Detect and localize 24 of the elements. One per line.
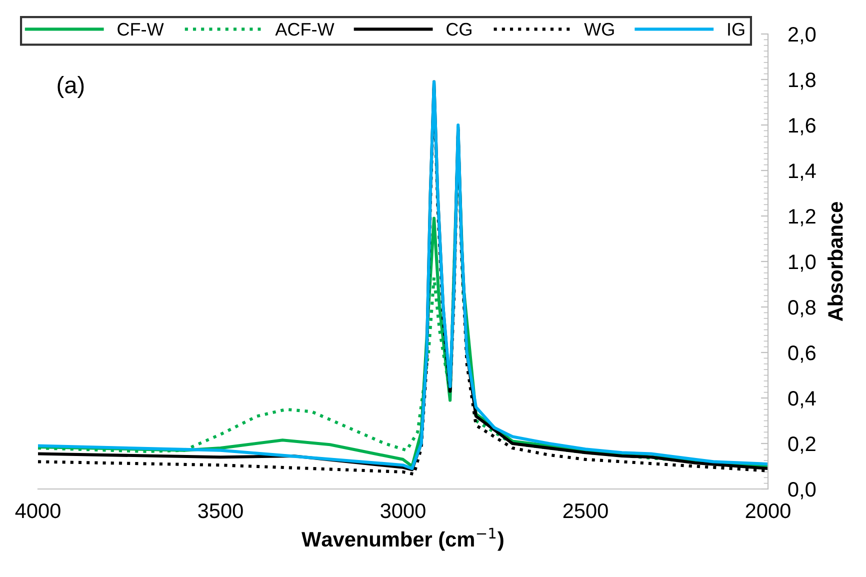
y-tick-label: 0,2 — [788, 436, 816, 454]
legend-label: WG — [584, 22, 614, 36]
y-tick-label: 1,4 — [789, 164, 816, 181]
x-tick-label: 4000 — [15, 503, 60, 518]
y-tick-label: 1,2 — [789, 209, 816, 226]
y-tick-label: 0,8 — [788, 300, 816, 318]
y-tick-label: 1,6 — [789, 118, 816, 136]
y-tick-label: 0,0 — [788, 482, 816, 500]
x-axis-title: Wavenumber (cm$^{−1}$) — [302, 528, 504, 551]
legend-label: CF-W — [118, 22, 164, 36]
x-tick-label: 2500 — [563, 503, 608, 518]
y-tick-label: 1,0 — [789, 254, 816, 272]
legend-label: CG — [446, 22, 472, 36]
legend-label: IG — [728, 22, 744, 36]
legend-label: ACF-W — [275, 22, 334, 36]
x-tick-label: 3500 — [198, 503, 243, 518]
y-tick-label: 0,6 — [788, 346, 816, 363]
y-tick-label: 0,4 — [788, 391, 816, 408]
annotation: (a) — [58, 76, 84, 98]
y-tick-label: 1,8 — [789, 72, 816, 90]
x-tick-label: 2000 — [746, 503, 790, 518]
y-tick-label: 2,0 — [788, 27, 816, 44]
x-tick-label: 3000 — [380, 503, 426, 518]
y-axis-title: Absorbance — [828, 202, 843, 322]
